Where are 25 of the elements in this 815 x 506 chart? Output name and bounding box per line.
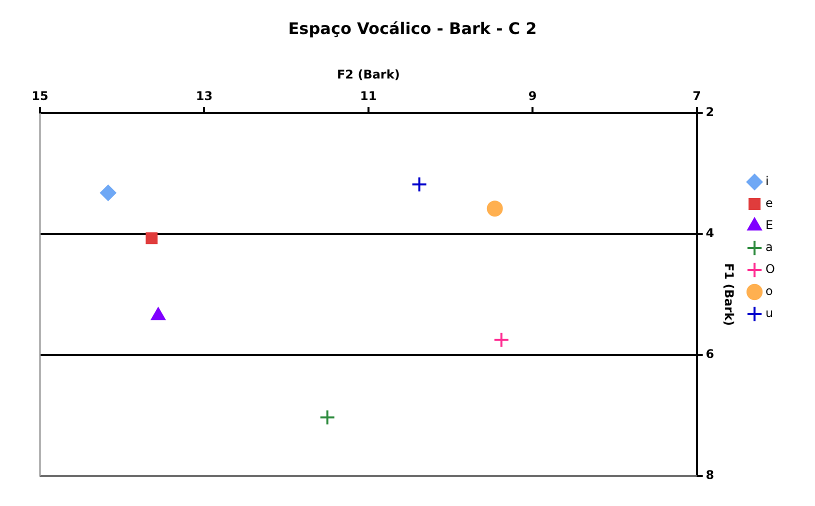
x-tick-label: 13 (196, 88, 213, 103)
x-tick-label: 9 (528, 88, 537, 103)
legend-label: e (766, 196, 773, 210)
point (486, 200, 503, 217)
x-axis-title: F2 (Bark) (336, 68, 400, 82)
point (411, 176, 428, 192)
y-axis-title: F1 (Bark) (722, 263, 736, 326)
y-tick-label: 2 (706, 105, 714, 120)
x-tick-label: 7 (692, 88, 701, 103)
y-tick-label: 6 (706, 347, 714, 362)
legend-label: u (766, 306, 774, 320)
point (319, 409, 336, 426)
legend-label: o (766, 284, 773, 298)
legend-label: O (766, 262, 776, 276)
x-tick-label: 15 (32, 88, 48, 103)
legend-label: a (766, 240, 773, 254)
legend-label: i (766, 174, 769, 188)
point (146, 232, 158, 244)
y-tick-label: 8 (706, 468, 714, 482)
chart-title: Espaço Vocálico - Bark - C 2 (288, 18, 537, 38)
x-tick-label: 11 (360, 88, 377, 103)
point (493, 332, 510, 348)
y-tick-label: 4 (706, 226, 714, 240)
point (100, 184, 116, 201)
legend-label: E (766, 218, 774, 232)
